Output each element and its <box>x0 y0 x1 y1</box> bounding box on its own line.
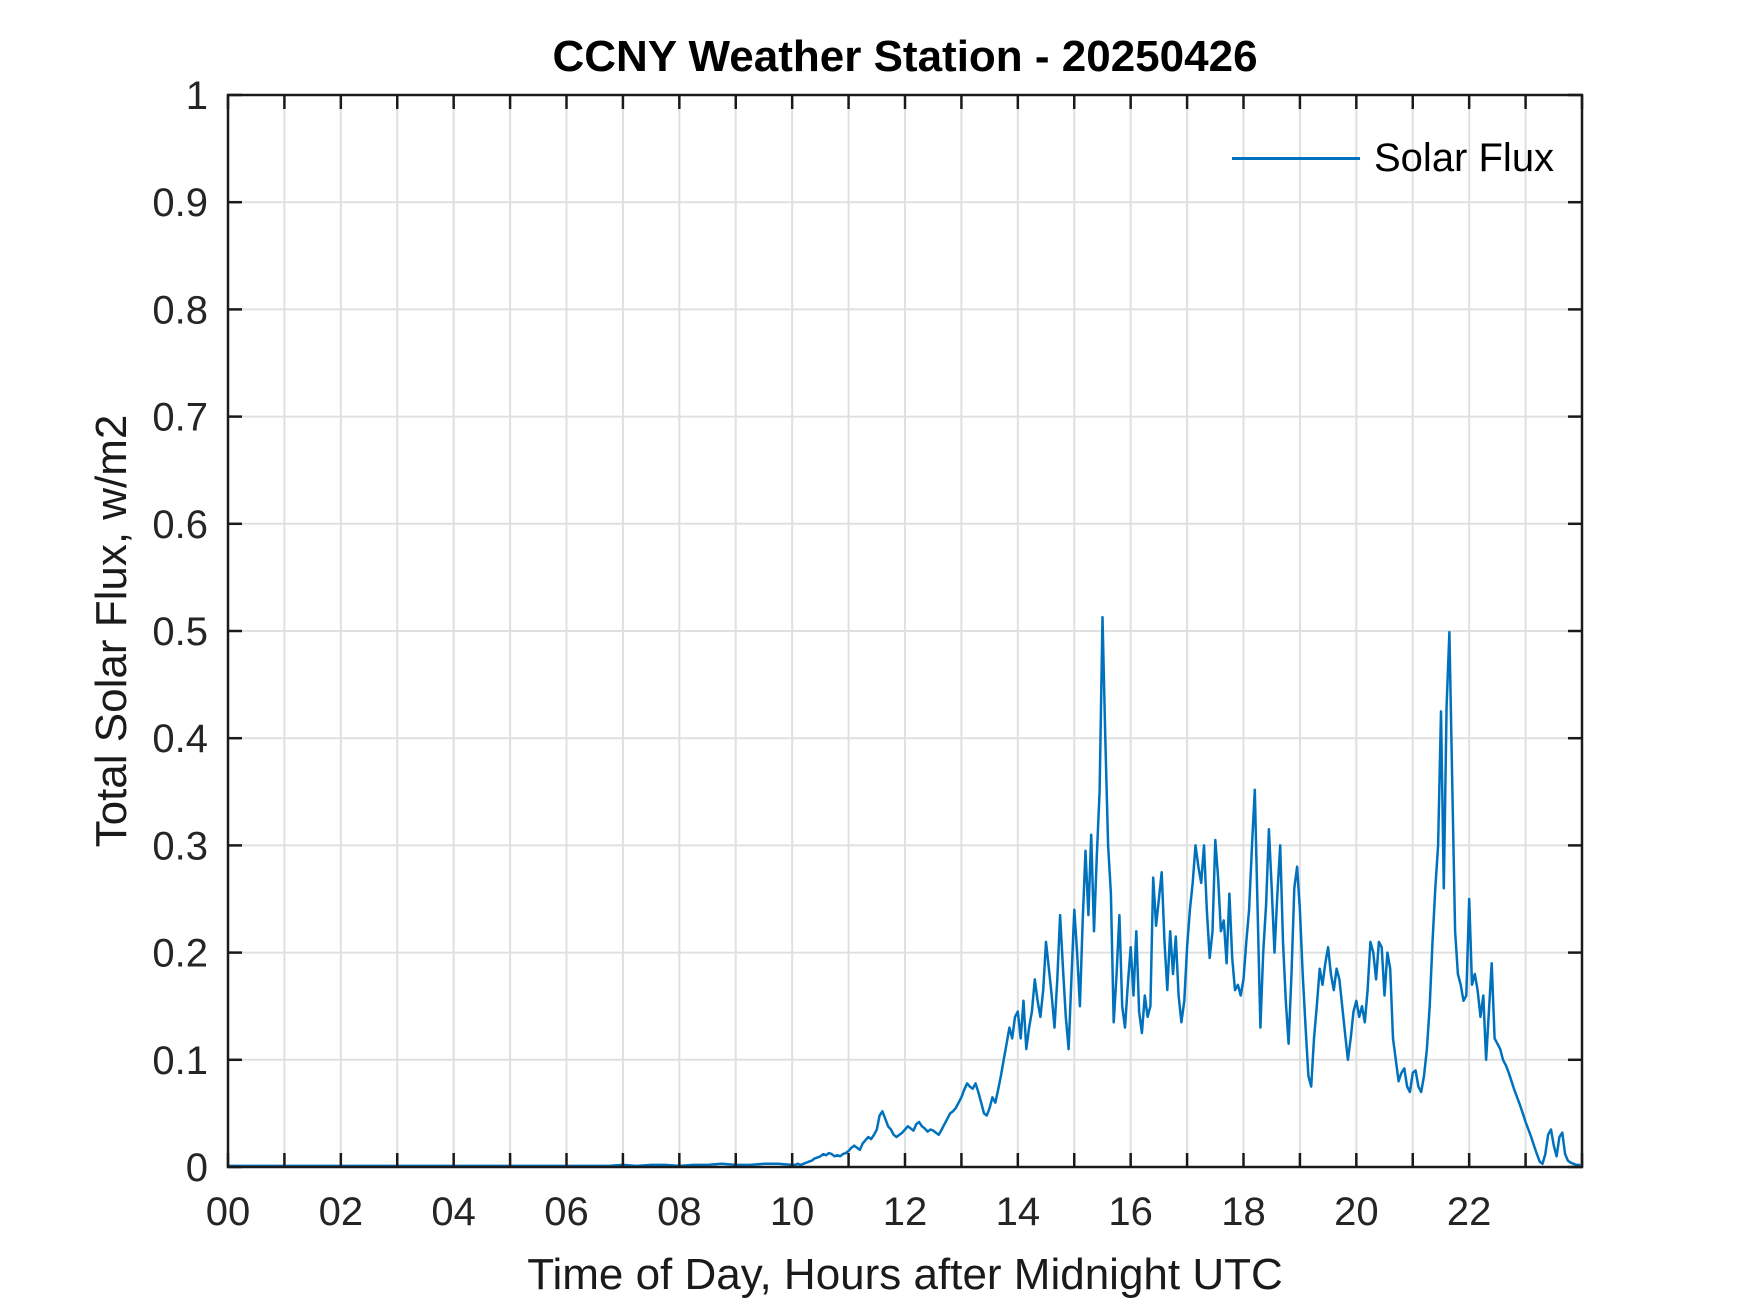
y-tick-label: 0 <box>186 1146 208 1190</box>
y-tick-label: 0.6 <box>152 503 208 547</box>
x-tick-label: 18 <box>1221 1190 1266 1234</box>
x-tick-label: 00 <box>206 1190 251 1234</box>
y-tick-label: 0.9 <box>152 181 208 225</box>
x-axis-label: Time of Day, Hours after Midnight UTC <box>527 1250 1283 1299</box>
y-tick-label: 0.5 <box>152 610 208 654</box>
solar-flux-line <box>226 615 1581 1168</box>
x-tick-label: 02 <box>319 1190 364 1234</box>
y-tick-label: 0.4 <box>152 717 208 761</box>
x-tick-label: 14 <box>996 1190 1041 1234</box>
legend-line-sample <box>1232 157 1360 160</box>
y-tick-label: 0.8 <box>152 288 208 332</box>
x-tick-label: 12 <box>883 1190 928 1234</box>
x-tick-label: 20 <box>1334 1190 1379 1234</box>
y-axis-label: Total Solar Flux, w/m2 <box>87 414 136 848</box>
x-tick-label: 06 <box>544 1190 589 1234</box>
y-tick-label: 0.7 <box>152 396 208 440</box>
x-tick-label: 08 <box>657 1190 702 1234</box>
x-tick-label: 10 <box>770 1190 815 1234</box>
chart-title: CCNY Weather Station - 20250426 <box>552 32 1258 81</box>
legend-label: Solar Flux <box>1374 136 1555 180</box>
y-tick-label: 0.2 <box>152 932 208 976</box>
y-tick-label: 1 <box>186 74 208 118</box>
legend: Solar Flux <box>1232 136 1554 181</box>
x-tick-label: 22 <box>1447 1190 1492 1234</box>
y-tick-label: 0.3 <box>152 824 208 868</box>
x-tick-label: 04 <box>431 1190 476 1234</box>
x-tick-label: 16 <box>1108 1190 1153 1234</box>
y-tick-label: 0.1 <box>152 1039 208 1083</box>
